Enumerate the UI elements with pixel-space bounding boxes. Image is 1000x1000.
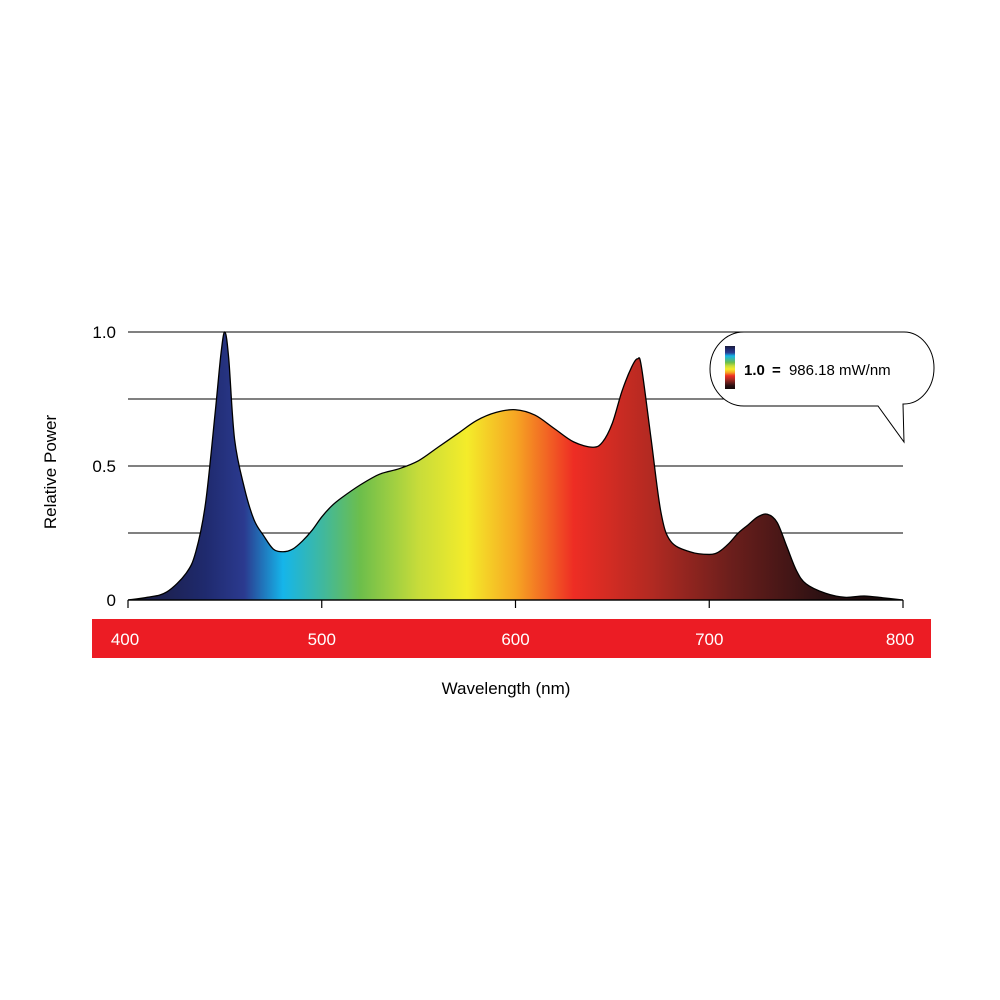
x-tick-label: 500 bbox=[308, 630, 336, 649]
legend-color-scale bbox=[725, 346, 735, 389]
x-tick-label: 800 bbox=[886, 630, 914, 649]
legend-text: 1.0 = 986.18 mW/nm bbox=[744, 362, 891, 379]
x-tick-labels: 400 500 600 700 800 bbox=[111, 630, 914, 649]
y-axis-label: Relative Power bbox=[41, 414, 60, 529]
y-tick-label: 0.5 bbox=[92, 457, 116, 476]
legend-bubble bbox=[709, 331, 935, 444]
spectrum-area bbox=[127, 331, 904, 601]
wavelength-band bbox=[92, 619, 931, 658]
legend-value-text: 986.18 mW/nm bbox=[789, 362, 891, 379]
x-axis bbox=[127, 599, 904, 608]
y-tick-labels: 0 0.5 1.0 bbox=[92, 323, 116, 610]
x-tick-label: 700 bbox=[695, 630, 723, 649]
x-tick-label: 600 bbox=[501, 630, 529, 649]
legend-equals: = bbox=[772, 362, 781, 379]
y-tick-label: 1.0 bbox=[92, 323, 116, 342]
x-tick-label: 400 bbox=[111, 630, 139, 649]
legend-callout: 1.0 = 986.18 mW/nm bbox=[709, 331, 935, 444]
x-axis-label: Wavelength (nm) bbox=[442, 679, 571, 698]
y-tick-label: 0 bbox=[107, 591, 116, 610]
legend-value-bold: 1.0 bbox=[744, 362, 765, 379]
